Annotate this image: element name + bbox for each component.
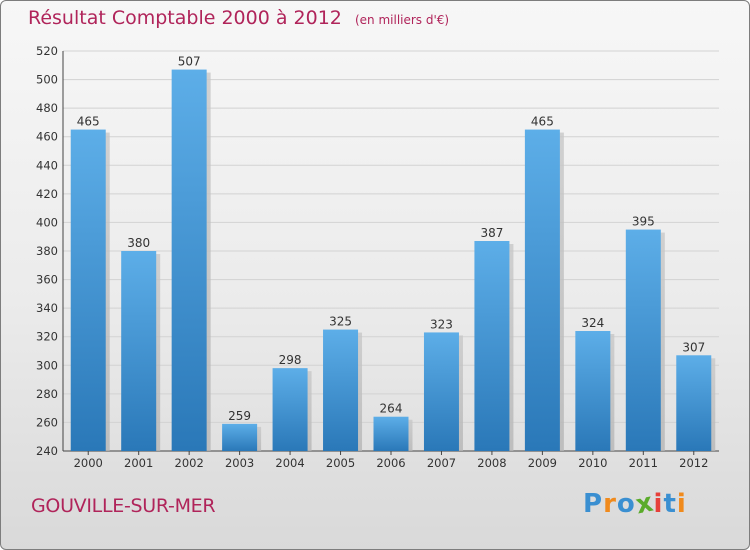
x-tick-label: 2008 (477, 456, 506, 470)
y-tick-label: 280 (36, 387, 58, 401)
y-tick-label: 480 (36, 101, 58, 115)
y-tick-label: 320 (36, 330, 58, 344)
bar (575, 331, 611, 451)
proxiti-logo: Proxiti (583, 487, 687, 520)
y-tick-label: 460 (36, 130, 58, 144)
y-tick-label: 520 (36, 44, 58, 58)
bar-value-label: 380 (127, 236, 150, 250)
x-tick-label: 2000 (74, 456, 103, 470)
y-tick-label: 380 (36, 244, 58, 258)
y-tick-label: 260 (36, 415, 58, 429)
bar-value-label: 395 (632, 215, 655, 229)
x-tick-label: 2009 (528, 456, 557, 470)
x-tick-label: 2012 (679, 456, 708, 470)
x-tick-label: 2011 (629, 456, 658, 470)
label-layer: 465 380 507 259 298 325 264 323 387 465 324 395 307 (77, 55, 705, 423)
logo-letter: t (663, 489, 677, 519)
bar-value-label: 387 (480, 226, 503, 240)
bar-value-label: 298 (279, 353, 302, 367)
bar-value-label: 465 (531, 115, 554, 129)
bar (625, 229, 661, 451)
bar-value-label: 324 (581, 316, 604, 330)
logo-letter: P (583, 489, 604, 519)
bar (222, 423, 258, 451)
place-name: GOUVILLE-SUR-MER (31, 495, 216, 517)
x-tick-label: 2005 (326, 456, 355, 470)
x-tick-label: 2007 (427, 456, 456, 470)
bar (373, 416, 409, 451)
x-tick-label: 2001 (124, 456, 153, 470)
y-tick-label: 360 (36, 273, 58, 287)
bar-value-label: 264 (380, 402, 403, 416)
logo-letter: r (603, 489, 617, 519)
y-tick-label: 420 (36, 187, 58, 201)
y-tick-label: 440 (36, 158, 58, 172)
chart-subtitle: (en milliers d'€) (354, 13, 450, 27)
chart-title: Résultat Comptable 2000 à 2012 (28, 7, 342, 29)
bar (423, 332, 459, 451)
logo-letter: i (676, 489, 687, 519)
bar-value-label: 465 (77, 115, 100, 129)
y-tick-label: 500 (36, 73, 58, 87)
bar-value-label: 507 (178, 55, 201, 69)
y-tick-label: 340 (36, 301, 58, 315)
x-tick-label: 2004 (275, 456, 304, 470)
y-tick-label: 240 (36, 444, 58, 458)
grid-layer (63, 50, 719, 452)
bar (171, 69, 207, 452)
bar-value-label: 323 (430, 317, 453, 331)
bar (474, 241, 510, 451)
x-tick-label: 2003 (225, 456, 254, 470)
x-tick-label: 2002 (175, 456, 204, 470)
y-tick-label: 400 (36, 215, 58, 229)
bar-value-label: 307 (682, 340, 705, 354)
bar (524, 129, 560, 452)
bar (323, 329, 359, 451)
bar-value-label: 259 (228, 409, 251, 423)
bar (70, 129, 106, 452)
y-tick-label: 300 (36, 358, 58, 372)
x-tick-label: 2006 (376, 456, 405, 470)
title-row: Résultat Comptable 2000 à 2012 (en milli… (28, 7, 449, 29)
bar-value-label: 325 (329, 315, 352, 329)
bar-layer (70, 69, 716, 452)
bar (676, 355, 712, 451)
logo-letter: i (653, 489, 664, 519)
bar (272, 368, 308, 451)
bar (121, 251, 157, 451)
x-tick-label: 2010 (578, 456, 607, 470)
logo-letter: o (616, 489, 636, 519)
